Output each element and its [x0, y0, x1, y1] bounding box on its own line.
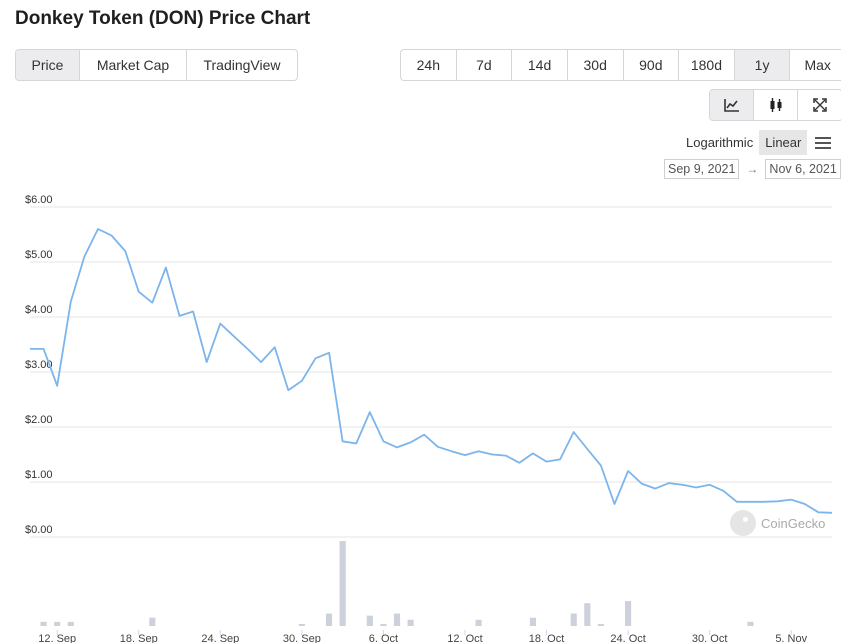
y-tick-label: $2.00	[25, 414, 53, 426]
y-tick-label: $3.00	[25, 359, 53, 371]
candlestick-button[interactable]	[754, 90, 798, 120]
y-tick-label: $6.00	[25, 194, 53, 206]
volume-bar	[54, 621, 61, 626]
x-tick-label: 24. Sep	[201, 633, 239, 643]
range-7d-button[interactable]: 7d	[457, 50, 513, 80]
scale-linear[interactable]: Linear	[759, 130, 808, 155]
tab-price[interactable]: Price	[16, 50, 80, 80]
date-range: Sep 9, 2021 → Nov 6, 2021	[664, 159, 841, 179]
view-tabs: Price Market Cap TradingView	[15, 49, 298, 81]
date-from-input[interactable]: Sep 9, 2021	[664, 159, 740, 179]
volume-bar	[407, 619, 414, 626]
scale-toggle: Logarithmic Linear	[680, 130, 832, 155]
x-tick-label: 5. Nov	[775, 633, 807, 643]
x-tick-label: 12. Sep	[38, 633, 76, 643]
line-chart-button[interactable]	[710, 90, 754, 120]
menu-icon[interactable]	[815, 136, 832, 149]
volume-bar	[529, 617, 537, 626]
volume-bar	[475, 619, 482, 626]
watermark-text: CoinGecko	[761, 515, 826, 531]
range-14d-button[interactable]: 14d	[512, 50, 568, 80]
y-tick-label: $0.00	[25, 524, 53, 536]
arrow-icon: →	[746, 162, 759, 176]
range-90d-button[interactable]: 90d	[624, 50, 680, 80]
y-tick-label: $5.00	[25, 249, 53, 261]
range-1y-button[interactable]: 1y	[734, 50, 791, 80]
x-tick-label: 24. Oct	[610, 633, 645, 643]
x-tick-label: 18. Oct	[529, 633, 564, 643]
volume-bar	[380, 623, 387, 626]
x-tick-label: 6. Oct	[369, 633, 398, 643]
scale-logarithmic[interactable]: Logarithmic	[686, 135, 754, 150]
range-max-button[interactable]: Max	[804, 57, 831, 73]
volume-bar	[584, 603, 591, 626]
date-to-input[interactable]: Nov 6, 2021	[765, 159, 841, 179]
volume-bar	[339, 541, 346, 626]
chart-type-tabs	[709, 89, 841, 121]
tab-tradingview[interactable]: TradingView	[203, 57, 281, 73]
fullscreen-button[interactable]	[798, 90, 841, 120]
y-tick-label: $4.00	[25, 304, 53, 316]
volume-bar	[67, 621, 74, 626]
x-tick-label: 18. Sep	[120, 633, 158, 643]
volume-bar	[366, 615, 373, 626]
volume-bar	[570, 613, 577, 626]
coingecko-watermark: CoinGecko	[730, 510, 825, 536]
line-chart-icon	[723, 99, 739, 112]
volume-bar	[393, 613, 401, 626]
price-chart[interactable]: $0.00 $1.00 $2.00 $3.00 $4.00 $5.00 $6.00 12. …	[0, 190, 841, 643]
range-tabs: 24h 7d 14d 30d 90d 180d 1y Max	[400, 49, 841, 81]
page-title: Donkey Token (DON) Price Chart	[15, 8, 311, 29]
volume-bar	[747, 621, 754, 626]
candlestick-icon	[770, 98, 781, 112]
x-tick-label: 12. Oct	[447, 633, 482, 643]
coingecko-logo-icon	[730, 510, 756, 536]
volume-bar	[40, 621, 47, 626]
x-tick-label: 30. Oct	[692, 633, 727, 643]
volume-bar	[325, 613, 333, 626]
range-30d-button[interactable]: 30d	[568, 50, 624, 80]
price-line	[30, 228, 833, 514]
tab-market-cap[interactable]: Market Cap	[80, 50, 187, 80]
volume-bar	[298, 623, 305, 626]
range-180d-button[interactable]: 180d	[679, 50, 735, 80]
volume-bar	[149, 617, 156, 626]
range-24h-button[interactable]: 24h	[401, 50, 457, 80]
volume-bar	[597, 623, 604, 626]
volume-bar	[625, 601, 632, 626]
x-tick-label: 30. Sep	[283, 633, 321, 643]
fullscreen-icon	[813, 98, 827, 112]
y-tick-label: $1.00	[25, 469, 53, 481]
